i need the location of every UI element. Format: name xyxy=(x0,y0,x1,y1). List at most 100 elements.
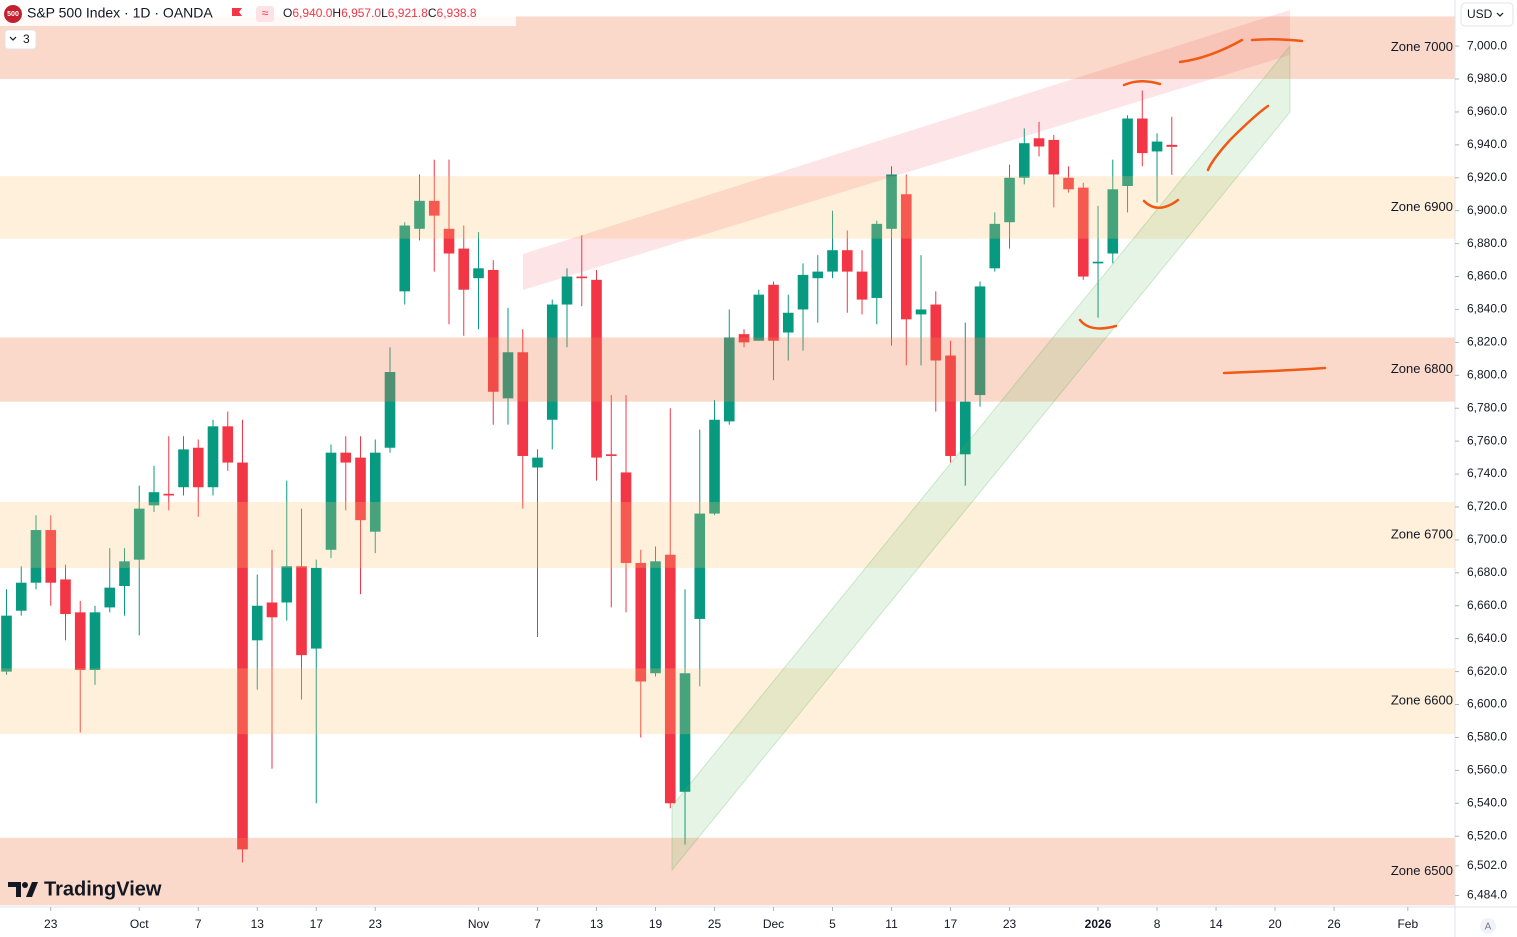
candle-body xyxy=(1136,118,1148,154)
candle-body xyxy=(192,447,204,488)
x-tick-label: 26 xyxy=(1327,917,1341,931)
brand-icon xyxy=(8,882,38,897)
candle-body xyxy=(664,554,676,804)
y-tick-label: 6,620.0 xyxy=(1467,664,1507,678)
x-tick-label: 7 xyxy=(534,917,541,931)
currency-button[interactable] xyxy=(1460,2,1514,27)
x-tick-label: 2026 xyxy=(1085,917,1112,931)
y-tick-label: 6,780.0 xyxy=(1467,400,1507,414)
candle-body xyxy=(1166,144,1178,147)
y-tick-label: 6,740.0 xyxy=(1467,466,1507,480)
x-tick-label: 23 xyxy=(1003,917,1017,931)
y-tick-label: 6,900.0 xyxy=(1467,203,1507,217)
y-tick-label: 6,980.0 xyxy=(1467,71,1507,85)
symbol-logo[interactable] xyxy=(4,5,22,23)
stroke xyxy=(1178,38,1244,64)
x-tick-label: Nov xyxy=(468,917,489,931)
candle-body xyxy=(355,457,366,521)
zone-label: Zone 6600 xyxy=(1391,693,1453,708)
candle-body xyxy=(384,372,396,448)
zone-label: Zone 6800 xyxy=(1391,361,1453,376)
stroke xyxy=(1142,198,1180,209)
candle-body xyxy=(782,312,794,333)
brand: TradingView xyxy=(8,878,162,900)
zone xyxy=(0,837,1455,906)
stroke xyxy=(1250,37,1304,43)
x-tick-label: Oct xyxy=(130,917,149,931)
x-tick-label: 23 xyxy=(44,917,58,931)
candle-body xyxy=(723,337,735,422)
candle-body xyxy=(974,286,986,396)
market-status-icon: ≈ xyxy=(262,6,269,20)
chevron xyxy=(1496,12,1504,17)
candle-body xyxy=(399,225,411,292)
indicator-toggle[interactable] xyxy=(4,29,37,50)
brand-dot xyxy=(22,882,28,888)
candle-body xyxy=(841,250,853,272)
y-tick-label: 6,580.0 xyxy=(1467,730,1507,744)
x-tick-label: 11 xyxy=(885,917,898,931)
y-tick-label: 6,880.0 xyxy=(1467,236,1507,250)
candle-body xyxy=(827,250,838,272)
candle-body xyxy=(296,566,307,656)
candle-body xyxy=(532,457,543,468)
zone xyxy=(0,668,1455,735)
stroke xyxy=(1222,366,1327,375)
candle-body xyxy=(812,271,824,279)
zone-label: Zone 6900 xyxy=(1391,199,1453,214)
x-tick-label: 17 xyxy=(310,917,324,931)
candle-body xyxy=(768,284,779,341)
symbol-title[interactable]: S&P 500 Index · 1D · OANDA xyxy=(27,5,213,21)
y-tick-label: 6,484.0 xyxy=(1467,888,1507,902)
candle-body xyxy=(15,582,27,611)
candle-body xyxy=(797,274,809,310)
candle-body xyxy=(561,276,573,305)
stroke xyxy=(1122,80,1162,87)
candle-body xyxy=(148,492,160,506)
candle-body xyxy=(591,279,602,458)
ohlc-key: H xyxy=(332,6,341,20)
y-tick-label: 6,600.0 xyxy=(1467,697,1507,711)
x-tick-label: 20 xyxy=(1268,917,1282,931)
candle-body xyxy=(443,228,455,254)
candle-body xyxy=(414,200,425,229)
candle-body xyxy=(605,454,617,456)
ohlc-value: 6,938.8 xyxy=(437,6,477,20)
axes: 7,000.0 6,980.0 6,960.0 6,940.0 6,920.0 6,900… xyxy=(44,38,1507,931)
candle-body xyxy=(133,508,145,560)
x-tick-label: 25 xyxy=(708,917,722,931)
ohlc-key: L xyxy=(381,6,388,20)
candle-body xyxy=(104,587,116,608)
zone-label: Zone 6700 xyxy=(1391,526,1453,541)
candle-body xyxy=(517,352,529,456)
candle-body xyxy=(340,452,352,463)
candle-body xyxy=(900,194,912,320)
candle-body xyxy=(709,419,720,514)
stroke xyxy=(1078,318,1118,330)
zone xyxy=(0,337,1455,402)
y-tick-label: 6,520.0 xyxy=(1467,828,1507,842)
market-status[interactable] xyxy=(256,6,274,22)
logo-text: 500 xyxy=(7,11,19,18)
candle-body xyxy=(487,269,499,392)
candle-body xyxy=(1033,138,1045,147)
x-tick-label: 19 xyxy=(649,917,663,931)
candle-body xyxy=(45,530,57,583)
candle-body xyxy=(679,673,691,792)
x-tick-label: 14 xyxy=(1209,917,1223,931)
candle-body xyxy=(237,462,248,850)
candle-body xyxy=(222,426,234,463)
x-tick-label: 13 xyxy=(590,917,604,931)
candle-body xyxy=(945,355,956,456)
y-tick-label: 6,720.0 xyxy=(1467,499,1507,513)
flag-icon[interactable] xyxy=(232,8,242,16)
x-tick-label: 17 xyxy=(944,917,958,931)
candle-body xyxy=(310,567,322,649)
candle-body xyxy=(871,223,883,298)
y-tick-label: 6,940.0 xyxy=(1467,137,1507,151)
auto-scale-button[interactable] xyxy=(1480,918,1496,934)
auto-scale-label: A xyxy=(1485,922,1492,933)
candle-body xyxy=(930,304,942,361)
candle-body xyxy=(30,530,42,583)
candle-body xyxy=(546,304,558,420)
